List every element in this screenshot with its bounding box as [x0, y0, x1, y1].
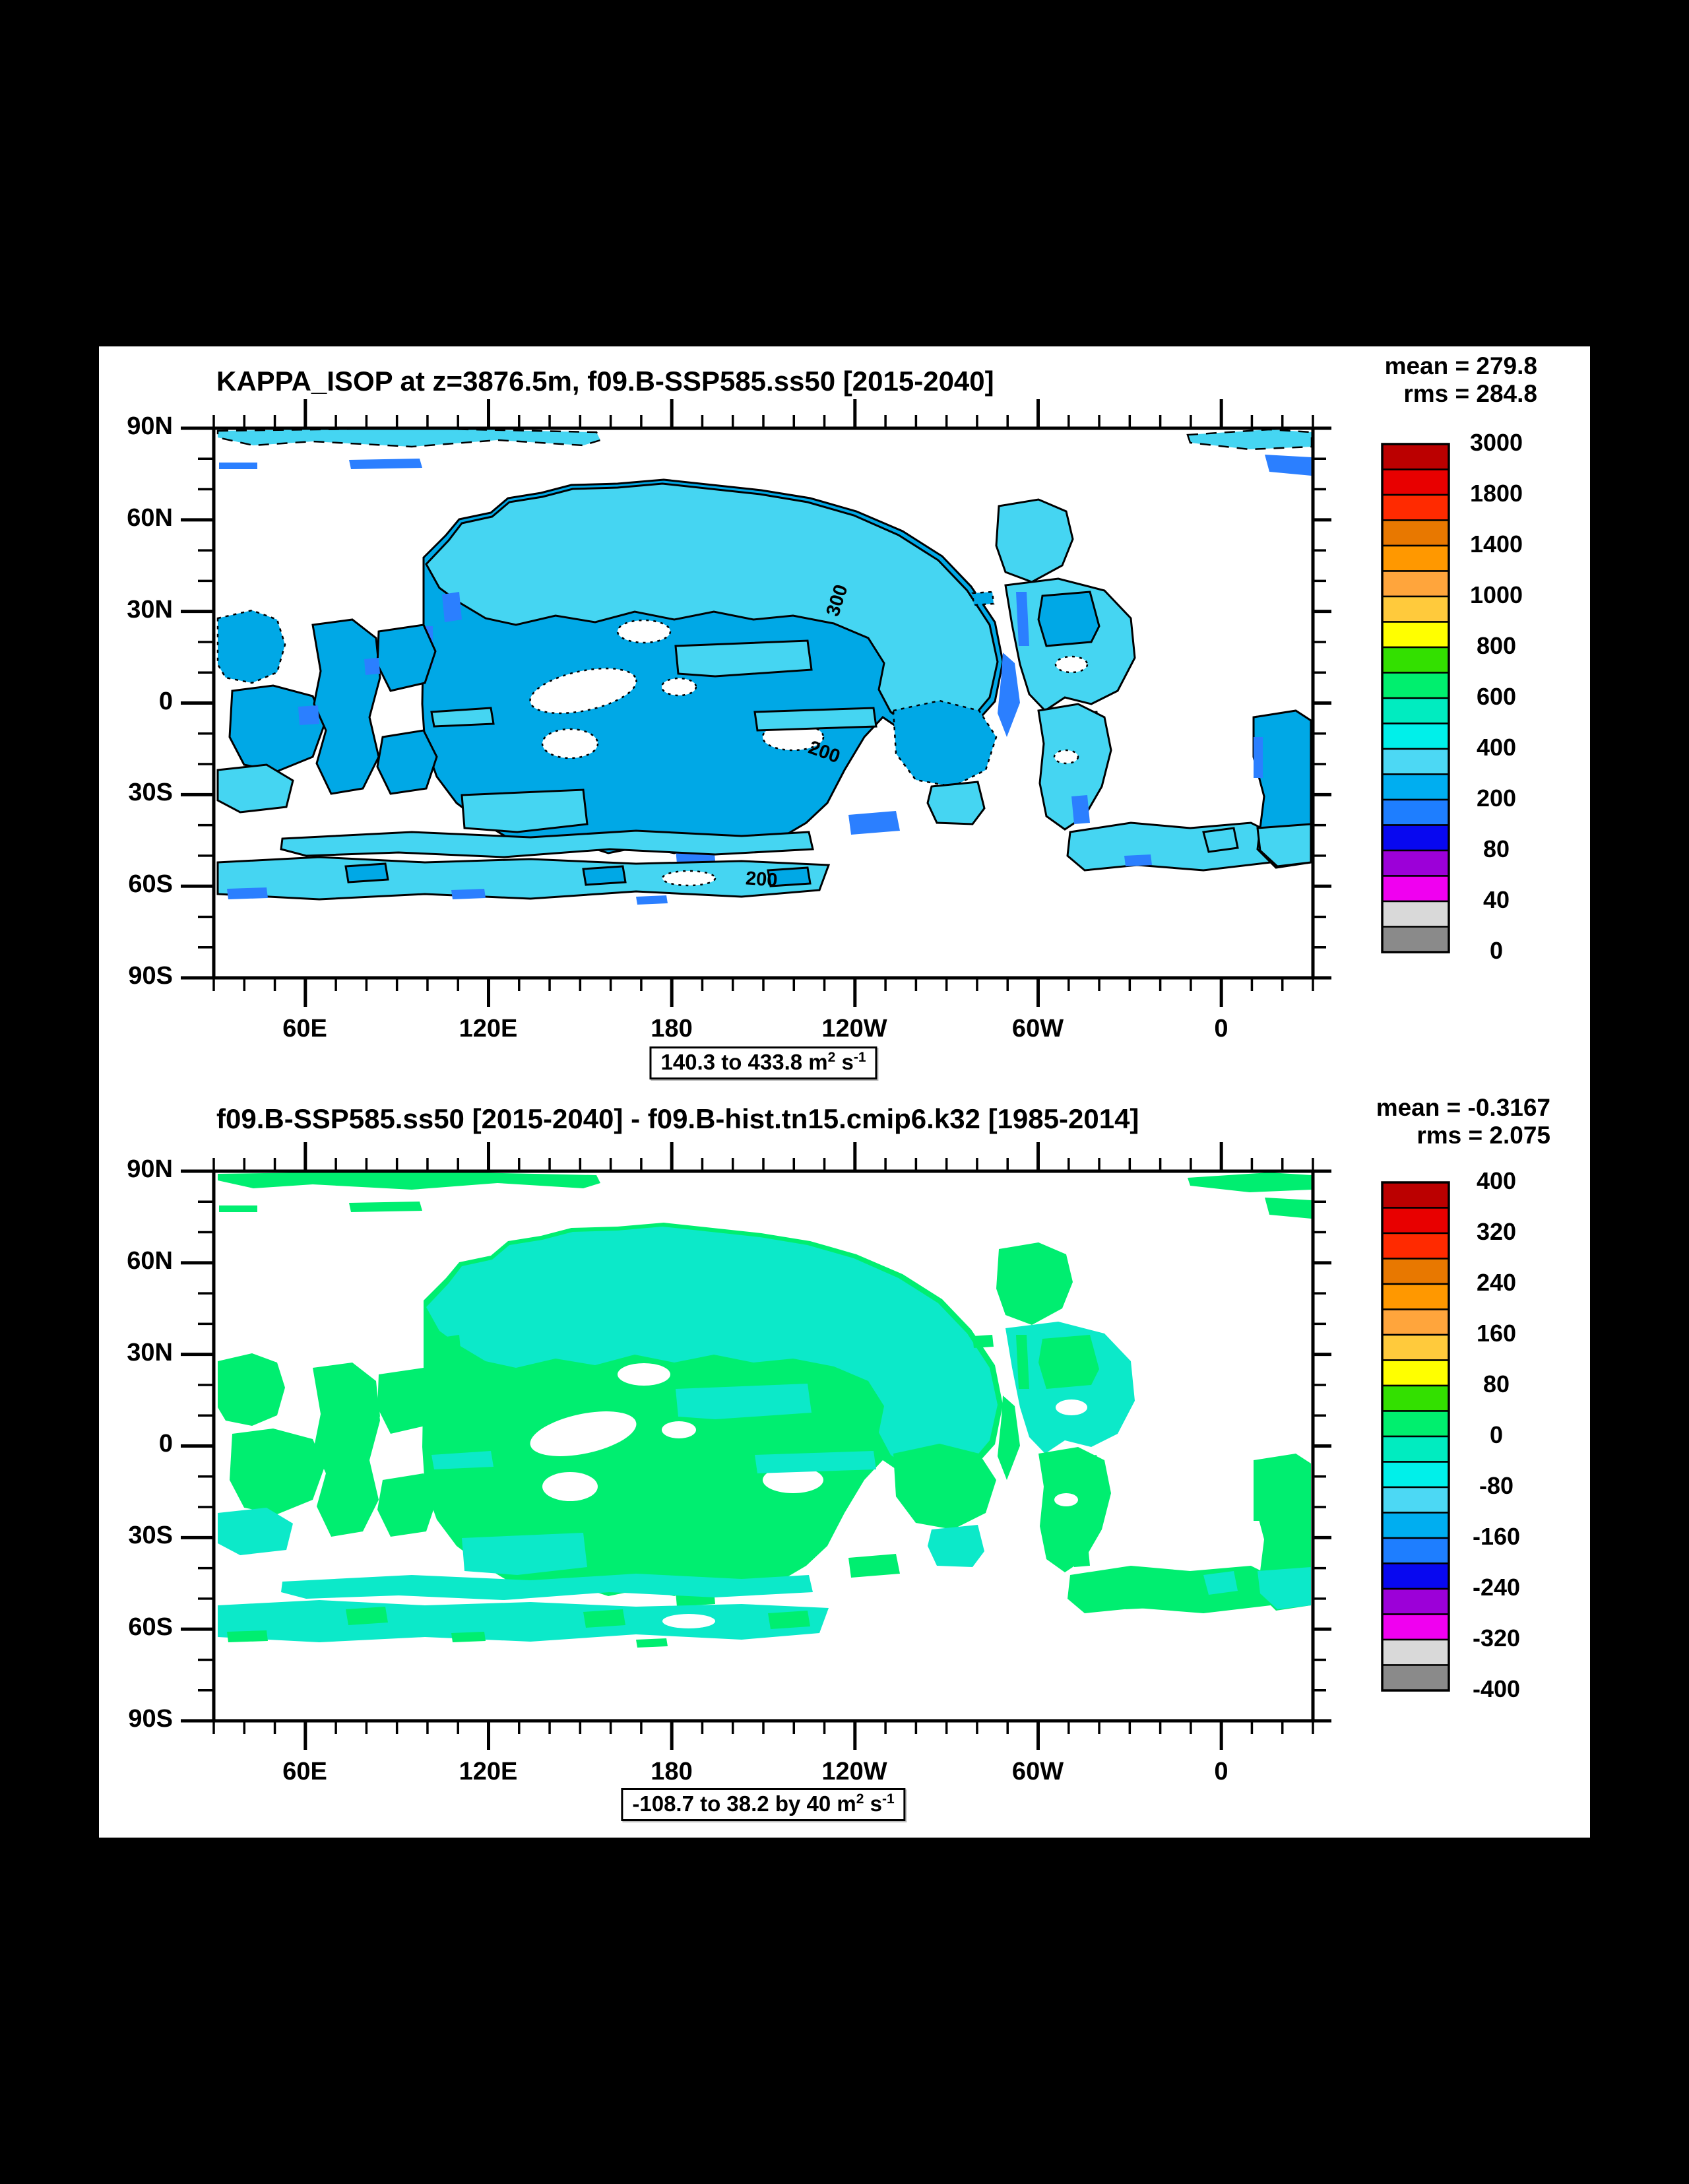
- panel2-cbar-label: -80: [1479, 1472, 1514, 1499]
- panel2-cbar-label: -400: [1472, 1675, 1521, 1702]
- panel2-lon-120e: 120E: [459, 1758, 518, 1785]
- panel1-lat-30n: 30N: [127, 596, 173, 624]
- caption-text: s: [864, 1791, 882, 1816]
- panel1-lat-90n: 90N: [127, 412, 173, 440]
- caption-sup: -1: [881, 1791, 895, 1807]
- panel1-lon-0: 0: [1214, 1015, 1228, 1043]
- panel1-lon-60e: 60E: [282, 1015, 327, 1043]
- panel1-cbar-label: 600: [1476, 683, 1517, 710]
- panel1-cbar-label: 0: [1489, 937, 1504, 964]
- panel2-lat-0: 0: [158, 1430, 173, 1458]
- panel2-title: f09.B-SSP585.ss50 [2015-2040] - f09.B-hi…: [216, 1103, 1139, 1134]
- panel2-lon-60e: 60E: [282, 1758, 327, 1785]
- panel2-lat-60n: 60N: [127, 1247, 173, 1275]
- contour-label-200-b: 200: [744, 868, 779, 891]
- panel2-lat-60s: 60S: [128, 1613, 173, 1641]
- panel1-cbar-label: 40: [1482, 886, 1510, 913]
- panel1-cbar-label: 1400: [1469, 530, 1523, 558]
- panel2-lon-60w: 60W: [1011, 1758, 1064, 1785]
- caption-sup: 2: [827, 1050, 836, 1065]
- panel1-lat-90s: 90S: [128, 962, 173, 990]
- panel1-range-caption: 140.3 to 433.8 m2 s-1: [649, 1046, 877, 1079]
- caption-sup: -1: [853, 1050, 866, 1065]
- panel1-cbar-label: 400: [1476, 734, 1517, 761]
- panel2-cbar-label: -240: [1472, 1574, 1521, 1601]
- panel2-rms-label: rms = 2.075: [1417, 1122, 1550, 1149]
- panel1-cbar-label: 80: [1482, 835, 1510, 862]
- panel2-mean-label: mean = -0.3167: [1376, 1094, 1550, 1121]
- caption-text: -108.7 to 38.2 by 40 m: [632, 1791, 856, 1816]
- panel1-mean-label: mean = 279.8: [1384, 352, 1537, 379]
- panel1-cbar-label: 1800: [1469, 480, 1523, 507]
- panel1-title: KAPPA_ISOP at z=3876.5m, f09.B-SSP585.ss…: [216, 366, 994, 397]
- panel2-cbar-label: 80: [1482, 1370, 1510, 1397]
- panel2-cbar-label: 160: [1476, 1320, 1517, 1347]
- panel1-lon-60w: 60W: [1011, 1015, 1064, 1043]
- panel2-range-caption: -108.7 to 38.2 by 40 m2 s-1: [621, 1788, 906, 1821]
- map-top-content: [218, 428, 1312, 905]
- caption-text: 140.3 to 433.8 m: [660, 1050, 828, 1074]
- panel1-cbar-label: 200: [1476, 785, 1517, 812]
- caption-sup: 2: [856, 1791, 864, 1807]
- panel1-lat-30s: 30S: [128, 779, 173, 806]
- panel2-lat-90n: 90N: [127, 1155, 173, 1183]
- panel1-cbar-label: 3000: [1469, 429, 1523, 456]
- axes-frames-and-ticks: [181, 399, 1331, 1750]
- panel2-lat-90s: 90S: [128, 1705, 173, 1733]
- panel1-lat-60s: 60S: [128, 870, 173, 898]
- map-bottom-content: [218, 1171, 1312, 1648]
- panel1-lat-0: 0: [158, 688, 173, 715]
- panel2-cbar-label: 320: [1476, 1218, 1517, 1245]
- panel1-lon-120e: 120E: [459, 1015, 518, 1043]
- panel2-cbar-label: 0: [1489, 1421, 1504, 1448]
- panel2-cbar-label: -160: [1472, 1523, 1521, 1550]
- panel2-cbar-label: -320: [1472, 1624, 1521, 1652]
- panel2-cbar-label: 240: [1476, 1269, 1517, 1296]
- panel2-lat-30n: 30N: [127, 1339, 173, 1366]
- panel2-lon-180: 180: [651, 1758, 693, 1785]
- panel2-cbar-label: 400: [1476, 1167, 1517, 1194]
- panel2-lat-30s: 30S: [128, 1522, 173, 1549]
- panel2-lon-0: 0: [1214, 1758, 1228, 1785]
- panel1-cbar-label: 800: [1476, 632, 1517, 659]
- panel1-lon-120w: 120W: [821, 1015, 887, 1043]
- caption-text: s: [835, 1050, 854, 1074]
- colorbars: [1381, 443, 1450, 1692]
- panel1-rms-label: rms = 284.8: [1403, 380, 1537, 407]
- panel1-cbar-label: 1000: [1469, 581, 1523, 608]
- panel2-lon-120w: 120W: [821, 1758, 887, 1785]
- panel1-lat-60n: 60N: [127, 504, 173, 532]
- panel1-lon-180: 180: [651, 1015, 693, 1043]
